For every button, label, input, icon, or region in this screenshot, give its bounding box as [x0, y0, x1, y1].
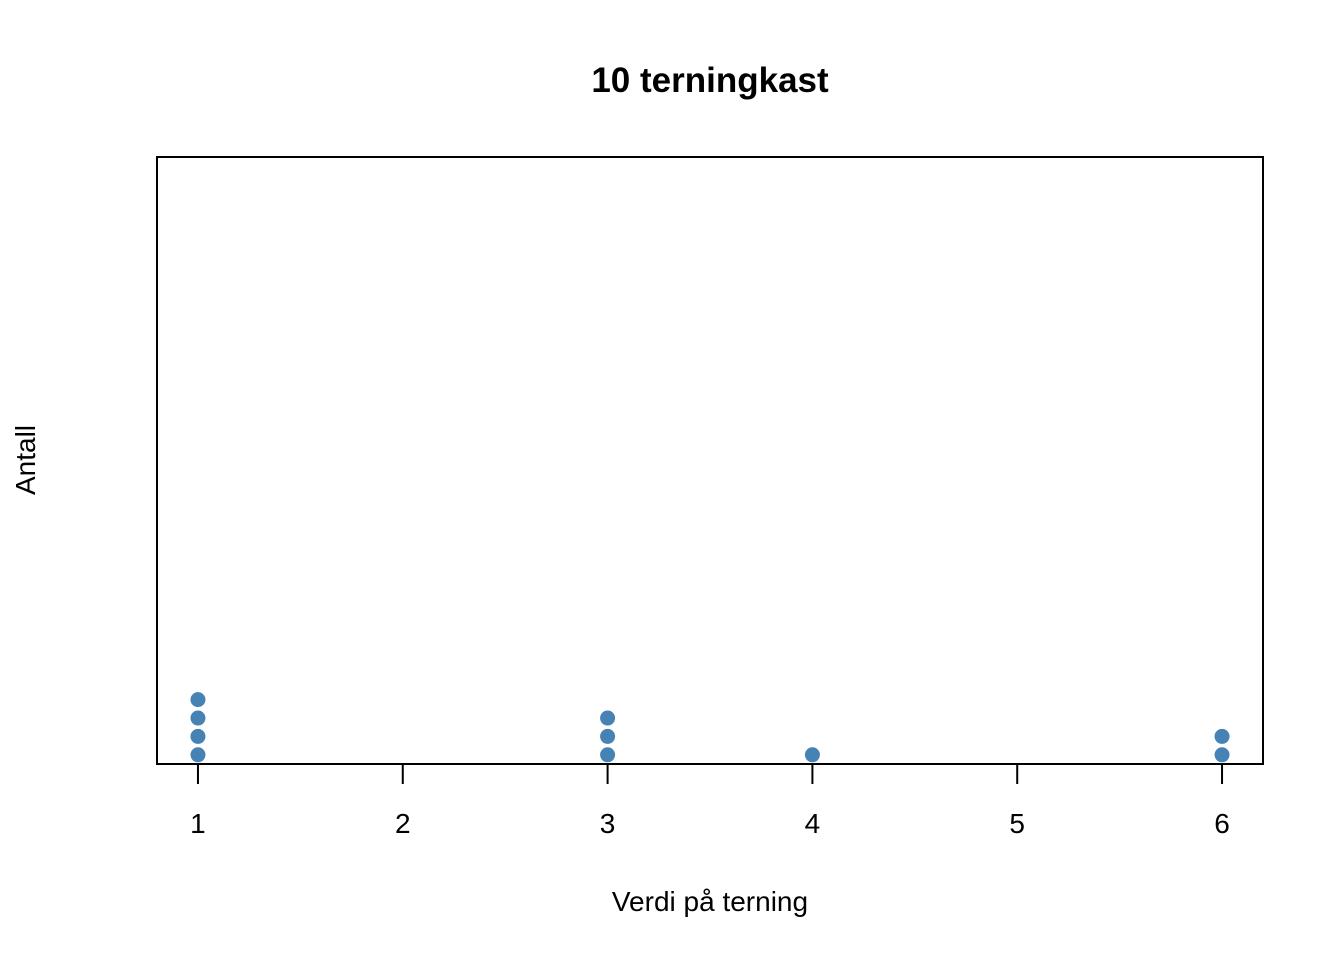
y-axis-label: Antall: [10, 425, 41, 495]
data-point: [1214, 728, 1230, 744]
x-axis-label: Verdi på terning: [612, 886, 808, 917]
chart-title: 10 terningkast: [591, 61, 829, 100]
plot-frame: [156, 156, 1264, 765]
data-point: [600, 728, 616, 744]
data-point: [190, 692, 206, 708]
x-tick-label: 4: [805, 808, 821, 839]
x-axis: 1 2 3 4 5 6: [190, 763, 1230, 839]
data-point: [804, 747, 820, 763]
x-tick-label: 1: [190, 808, 206, 839]
data-point: [600, 710, 616, 726]
data-point: [190, 710, 206, 726]
x-tick-label: 3: [600, 808, 616, 839]
x-tick-label: 5: [1009, 808, 1025, 839]
data-point: [190, 728, 206, 744]
x-tick-label: 6: [1214, 808, 1230, 839]
x-tick-label: 2: [395, 808, 411, 839]
data-point: [600, 747, 616, 763]
data-point: [190, 747, 206, 763]
data-points: [190, 692, 1230, 763]
data-point: [1214, 747, 1230, 763]
